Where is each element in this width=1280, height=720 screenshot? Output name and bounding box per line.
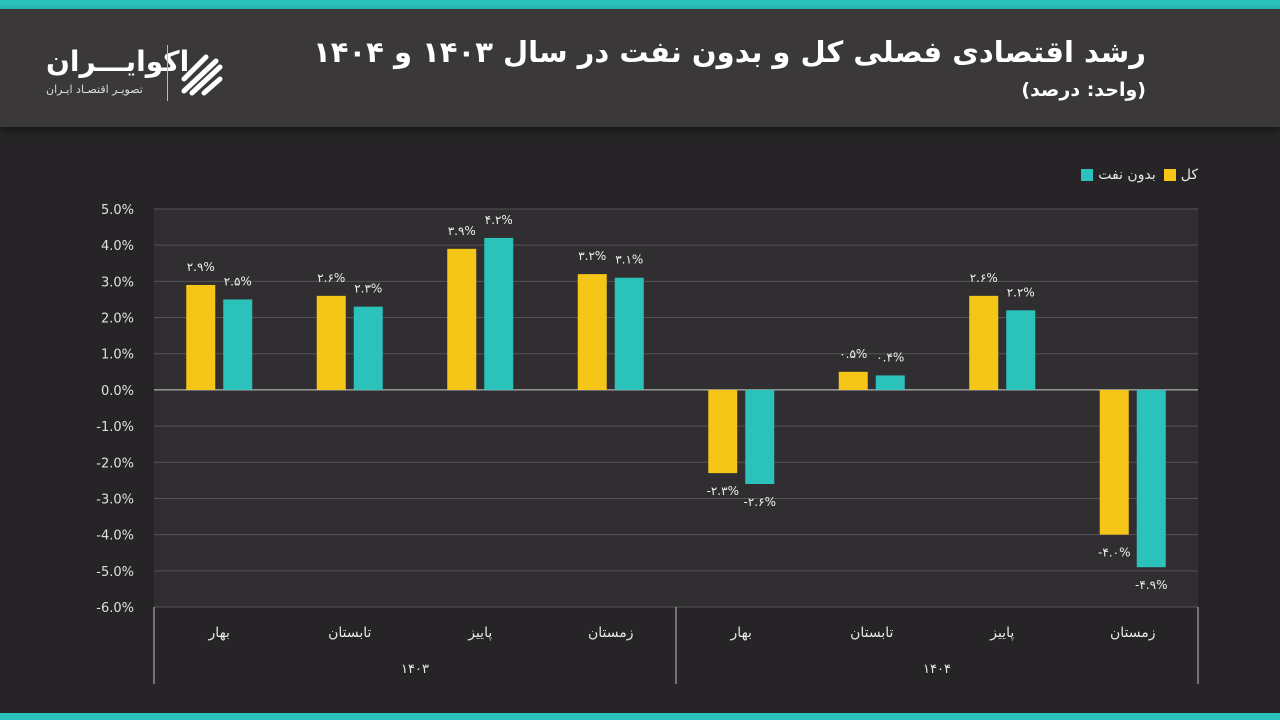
bar bbox=[1099, 389, 1129, 535]
data-label: ۴.۲% bbox=[485, 213, 513, 227]
legend-item-non-oil: بدون نفت bbox=[1081, 167, 1156, 183]
y-tick-label: -6.0% bbox=[96, 601, 134, 616]
legend-label-non-oil: بدون نفت bbox=[1098, 167, 1156, 183]
data-label: -۴.۹% bbox=[1135, 578, 1167, 592]
bar bbox=[484, 237, 514, 390]
top-accent-bar bbox=[0, 0, 1280, 9]
data-label: ۰.۵% bbox=[839, 347, 867, 361]
bar bbox=[838, 371, 868, 390]
y-tick-label: -1.0% bbox=[96, 420, 134, 435]
y-tick-label: -5.0% bbox=[96, 565, 134, 580]
y-tick-label: 4.0% bbox=[101, 239, 134, 254]
plot-area bbox=[154, 209, 1198, 607]
bar bbox=[447, 248, 477, 390]
bar bbox=[875, 375, 905, 390]
x-group-label: ۱۴۰۳ bbox=[401, 662, 429, 677]
y-tick-label: 5.0% bbox=[101, 203, 134, 218]
data-label: ۲.۵% bbox=[224, 274, 252, 288]
data-label: ۲.۳% bbox=[354, 282, 382, 296]
data-label: ۲.۶% bbox=[317, 271, 345, 285]
x-tick-label: تابستان bbox=[328, 625, 371, 641]
x-group-label: ۱۴۰۴ bbox=[923, 662, 951, 677]
data-label: -۲.۶% bbox=[744, 495, 776, 509]
y-tick-label: -2.0% bbox=[96, 456, 134, 471]
chart-legend: بدون نفت کل bbox=[1081, 167, 1198, 183]
data-label: ۰.۴% bbox=[876, 350, 904, 364]
y-tick-label: 1.0% bbox=[101, 348, 134, 363]
x-tick-label: زمستان bbox=[588, 625, 634, 641]
logo-tagline: تصویـر اقتصـاد ایـران bbox=[46, 83, 143, 96]
bar bbox=[708, 389, 738, 474]
bar bbox=[316, 295, 346, 390]
data-label: ۲.۲% bbox=[1007, 285, 1035, 299]
bar bbox=[969, 295, 999, 390]
data-label: ۲.۹% bbox=[187, 260, 215, 274]
bar bbox=[577, 274, 607, 390]
header: رشد اقتصادی فصلی کل و بدون نفت در سال ۱۴… bbox=[0, 9, 1280, 127]
x-tick-label: پاییز bbox=[467, 625, 492, 641]
y-tick-label: -4.0% bbox=[96, 529, 134, 544]
ecoiran-logo-icon bbox=[181, 54, 223, 96]
legend-swatch-non-oil bbox=[1081, 169, 1094, 181]
bottom-accent-bar bbox=[0, 713, 1280, 720]
bar bbox=[745, 389, 775, 484]
x-tick-label: تابستان bbox=[850, 625, 893, 641]
data-label: -۲.۳% bbox=[707, 484, 739, 498]
legend-swatch-total bbox=[1163, 169, 1176, 181]
data-label: ۲.۶% bbox=[970, 271, 998, 285]
bar bbox=[353, 306, 383, 390]
data-label: ۳.۹% bbox=[448, 224, 476, 238]
x-tick-label: پاییز bbox=[989, 625, 1014, 641]
bar bbox=[186, 284, 216, 390]
page-title: رشد اقتصادی فصلی کل و بدون نفت در سال ۱۴… bbox=[313, 35, 1146, 69]
bar bbox=[1006, 310, 1036, 390]
bar bbox=[614, 277, 644, 390]
page-subtitle: (واحد: درصد) bbox=[1021, 79, 1146, 101]
bar bbox=[223, 299, 253, 390]
y-tick-label: 2.0% bbox=[101, 312, 134, 327]
data-label: ۳.۱% bbox=[615, 253, 643, 267]
bar bbox=[1136, 389, 1166, 568]
y-tick-label: 0.0% bbox=[101, 384, 134, 399]
y-tick-label: 3.0% bbox=[101, 275, 134, 290]
logo-divider bbox=[167, 45, 168, 101]
logo-name: اکوایـــران bbox=[46, 45, 190, 78]
legend-item-total: کل bbox=[1163, 167, 1198, 183]
x-tick-label: بهار bbox=[730, 625, 752, 641]
y-tick-label: -3.0% bbox=[96, 492, 134, 507]
x-tick-label: بهار bbox=[208, 625, 230, 641]
x-tick-label: زمستان bbox=[1110, 625, 1156, 641]
data-label: -۴.۰% bbox=[1098, 546, 1130, 560]
data-label: ۳.۲% bbox=[578, 249, 606, 263]
legend-label-total: کل bbox=[1180, 167, 1198, 183]
